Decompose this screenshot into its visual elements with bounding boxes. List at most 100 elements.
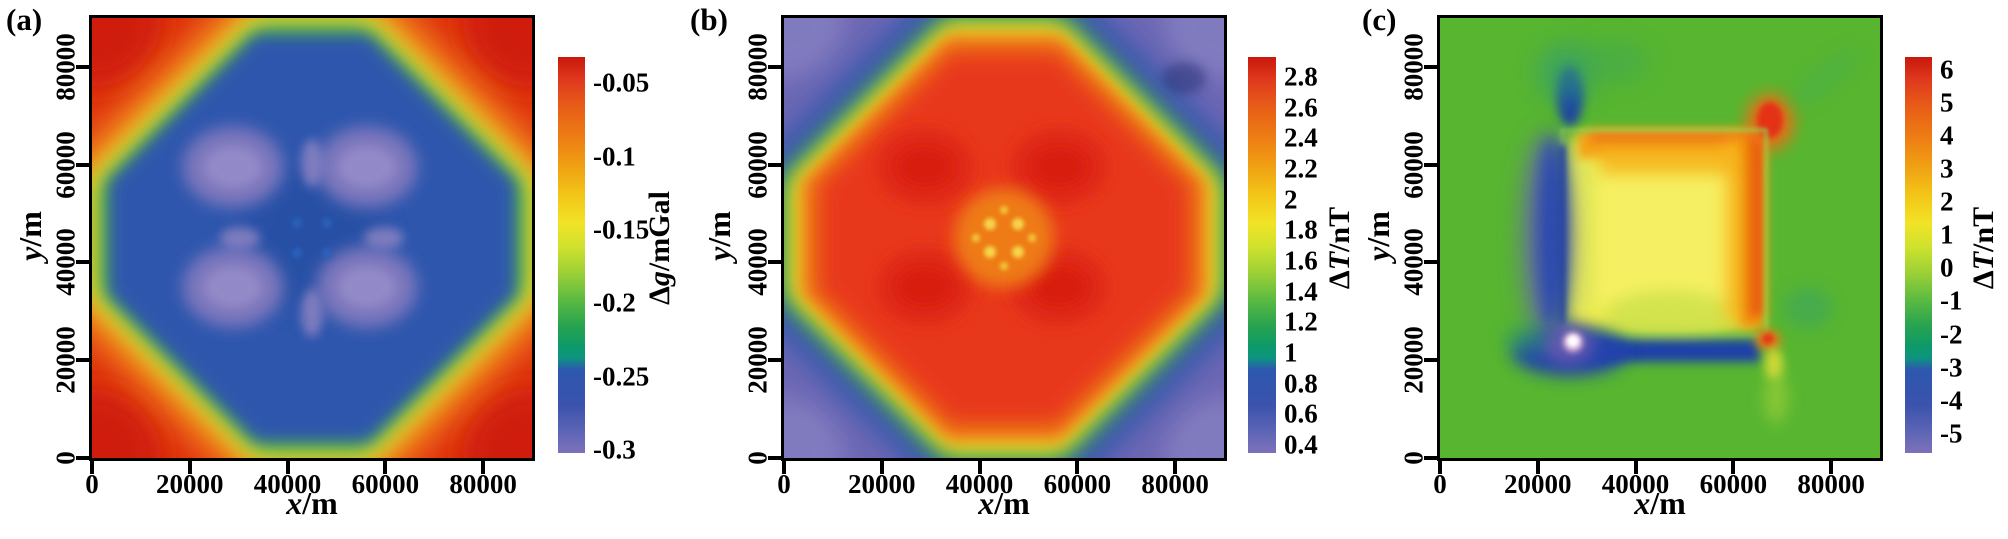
y-tick-label: 0 [50,451,81,465]
y-axis-title-c: y/m [1360,211,1396,261]
y-axis-variable: y [12,246,48,261]
y-axis-variable: y [1360,246,1396,261]
x-axis-unit: /m [994,485,1030,521]
y-tick-label: 20000 [742,326,773,394]
x-tick-label: 80000 [449,469,517,499]
colorbar-tick-label: -5 [1940,418,1963,449]
contour-art-b [784,18,1224,458]
heatmap-a [89,15,535,461]
y-tick-label: 0 [742,451,773,465]
panel-b-label: (b) [690,2,728,37]
x-axis-tick-mark [782,461,786,474]
x-axis-tick-mark [481,461,486,474]
colorbar-a [558,57,585,453]
y-axis-title-b: y/m [701,211,737,261]
x-axis-tick-mark [977,461,982,474]
x-axis-tick-mark [1829,461,1834,474]
x-tick-label: 0 [85,469,99,499]
y-axis-tick-mark [768,260,781,265]
anomaly-bottom-right-spot [1755,330,1787,424]
contour-art-a [92,18,532,458]
colorbar-tick-label: 5 [1940,87,1954,118]
x-axis-tick-mark [1633,461,1638,474]
colorbar-tick-label: -0.15 [593,214,650,245]
colorbar-tick-label: -4 [1940,385,1963,416]
x-tick-label: 40000 [945,469,1014,499]
y-axis-tick-mark [768,64,781,69]
y-axis-unit: /m [1360,211,1396,247]
colorbar-tick-label: 0.4 [1284,429,1318,460]
colorbar-tick-label: 1 [1284,337,1298,368]
colorbar-tick-label: -3 [1940,352,1963,383]
colorbar-c [1905,57,1932,453]
background-smudges [1574,42,1859,328]
y-axis-tick-mark [1424,456,1437,460]
colorbar-tick-label: -0.3 [593,434,636,465]
x-axis-tick-mark [1731,461,1736,474]
y-tick-label: 80000 [50,33,81,101]
x-tick-label: 20000 [848,469,916,499]
colorbar-tick-label: -0.25 [593,361,650,392]
x-tick-label: 80000 [1797,469,1865,499]
y-tick-label: 40000 [1398,228,1429,297]
y-tick-label: 80000 [742,33,773,101]
colorbar-unit: /nT [1323,206,1356,252]
y-axis-tick-mark [768,456,781,460]
heatmap-c [1437,15,1883,461]
colorbar-delta: Δ [1967,270,2000,290]
x-axis-unit: /m [1650,485,1686,521]
colorbar-tick-label: 0.6 [1284,398,1318,429]
colorbar-tick-label: 6 [1940,54,1954,85]
colorbar-b [1248,57,1276,453]
y-axis-tick-mark [76,64,89,69]
y-tick-label: 60000 [50,130,81,199]
x-tick-label: 60000 [1043,469,1112,499]
colorbar-tick-label: 2.4 [1284,122,1318,153]
x-axis-tick-mark [1438,461,1442,474]
colorbar-tick-label: -1 [1940,285,1963,316]
x-axis-tick-mark [90,461,94,474]
y-tick-label: 0 [1398,451,1429,465]
colorbar-tick-label: -0.1 [593,141,636,172]
x-axis-variable: x [286,485,303,521]
y-axis-tick-mark [1424,358,1437,363]
x-tick-label: 80000 [1141,469,1209,499]
x-tick-label: 0 [1433,469,1447,499]
colorbar-tick-label: 2.2 [1284,153,1318,184]
y-axis-tick-mark [768,162,781,167]
y-axis-tick-mark [1424,162,1437,167]
colorbar-tick-label: 1.8 [1284,214,1318,245]
colorbar-b-title: ΔT/nT [1323,206,1356,289]
x-axis-tick-mark [187,461,192,474]
colorbar-delta: Δ [643,286,676,305]
x-tick-label: 40000 [253,469,322,499]
anomaly-hotspot-top-right [1746,94,1794,150]
x-axis-title-c: x/m [1634,487,1686,519]
y-tick-label: 20000 [50,326,81,394]
colorbar-tick-label: -0.05 [593,67,650,98]
x-axis-tick-mark [285,461,290,474]
panel-a-label: (a) [6,2,43,37]
x-axis-tick-mark [383,461,388,474]
y-axis-tick-mark [76,456,89,460]
colorbar-tick-label: 0 [1940,252,1954,283]
y-tick-label: 60000 [742,130,773,199]
colorbar-tick-label: 2 [1284,184,1298,215]
colorbar-c-title: ΔT/nT [1967,207,2000,290]
colorbar-tick-label: 1 [1940,219,1954,250]
x-tick-label: 20000 [156,469,224,499]
colorbar-a-title: Δg/mGal [643,191,676,305]
y-tick-label: 80000 [1398,33,1429,101]
colorbar-tick-label: 2.8 [1284,61,1318,92]
y-tick-label: 60000 [1398,130,1429,199]
x-axis-title-a: x/m [286,487,338,519]
colorbar-variable: T [1967,251,2000,271]
y-axis-variable: y [701,246,737,261]
y-axis-tick-mark [1424,64,1437,69]
x-tick-label: 20000 [1504,469,1572,499]
colorbar-tick-label: 0.8 [1284,368,1318,399]
panel-c-label: (c) [1362,2,1397,37]
y-axis-title-a: y/m [12,211,48,261]
contour-art-c [1440,18,1880,458]
